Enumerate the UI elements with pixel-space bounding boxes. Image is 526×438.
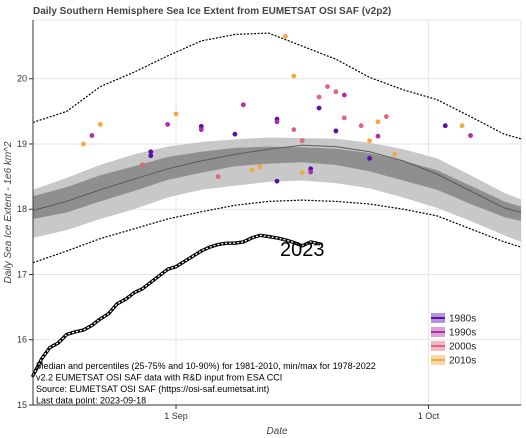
maximum-point [341, 92, 347, 98]
maximum-point [283, 33, 288, 39]
x-tick-label: 1 Oct [418, 411, 440, 421]
maximum-point [299, 170, 305, 176]
y-tick-label: 16 [17, 335, 27, 345]
note-line: Source: EUMETSAT OSI SAF (https://osi-sa… [36, 384, 269, 394]
maximum-point [291, 73, 297, 79]
chart-notes: Median and percentiles (25-75% and 10-90… [36, 361, 376, 406]
maximum-point [148, 153, 154, 159]
maximum-point [215, 174, 221, 180]
y-tick-label: 15 [17, 400, 27, 410]
y-tick-label: 20 [17, 74, 27, 84]
maximum-point [333, 89, 339, 95]
maxima-points [81, 33, 473, 184]
maximum-point [325, 84, 330, 89]
maximum-point [89, 133, 95, 138]
maximum-point [341, 115, 347, 121]
maximum-point [81, 141, 86, 147]
series-2023 [31, 233, 321, 378]
legend-label: 2000s [449, 342, 476, 353]
maximum-point [375, 133, 381, 139]
maximum-point [240, 102, 246, 108]
series-2023-line [32, 234, 320, 376]
maximum-point [257, 164, 263, 170]
maximum-point [148, 149, 154, 155]
maximum-point [442, 123, 448, 129]
maximum-point [367, 138, 372, 144]
note-line: Last data point: 2023-09-18 [36, 396, 146, 406]
max-line [32, 32, 522, 140]
legend-label: 1980s [449, 314, 476, 325]
maximum-point [291, 127, 297, 133]
min-line [32, 199, 522, 264]
maximum-point [308, 169, 314, 175]
x-tick-label: 1 Sep [164, 411, 188, 421]
y-tick-label: 18 [17, 204, 27, 214]
legend-label: 2010s [449, 356, 476, 367]
maximum-point [173, 111, 179, 117]
climatology-lines [32, 32, 522, 264]
year-2023-label: 2023 [280, 239, 325, 261]
axes: 15 16 17 18 19 20 1 Sep 1 Oct [17, 20, 521, 421]
maximum-point [274, 119, 280, 125]
maximum-point [468, 133, 473, 138]
maximum-point [139, 162, 145, 168]
band-25-75 [33, 146, 521, 221]
maximum-point [392, 152, 398, 157]
maximum-point [249, 167, 255, 173]
maximum-point [165, 122, 171, 127]
maximum-point [333, 128, 339, 134]
maximum-point [198, 127, 204, 133]
maximum-point [367, 155, 372, 161]
legend: 1980s 1990s 2000s 2010s [431, 313, 476, 367]
maximum-point [383, 114, 389, 119]
climatology-bands [33, 137, 521, 242]
maximum-point [299, 138, 305, 144]
maximum-point [316, 105, 322, 111]
maximum-point [232, 131, 238, 137]
y-tick-label: 19 [17, 139, 27, 149]
maximum-point [375, 119, 381, 125]
median-line [32, 144, 522, 213]
y-axis-title: Daily Sea Ice Extent - 1e6 km^2 [3, 141, 14, 283]
maximum-point [358, 123, 364, 129]
x-axis-title: Date [266, 426, 288, 437]
legend-label: 1990s [449, 328, 476, 339]
maximum-point [97, 122, 103, 127]
maximum-point [274, 178, 280, 184]
chart-title: Daily Southern Hemisphere Sea Ice Extent… [33, 6, 391, 17]
y-tick-label: 17 [17, 269, 27, 279]
note-line: v2.2 EUMETSAT OSI SAF data with R&D inpu… [36, 373, 282, 383]
maximum-point [459, 123, 465, 129]
maximum-point [316, 94, 322, 100]
note-line: Median and percentiles (25-75% and 10-90… [36, 361, 376, 371]
